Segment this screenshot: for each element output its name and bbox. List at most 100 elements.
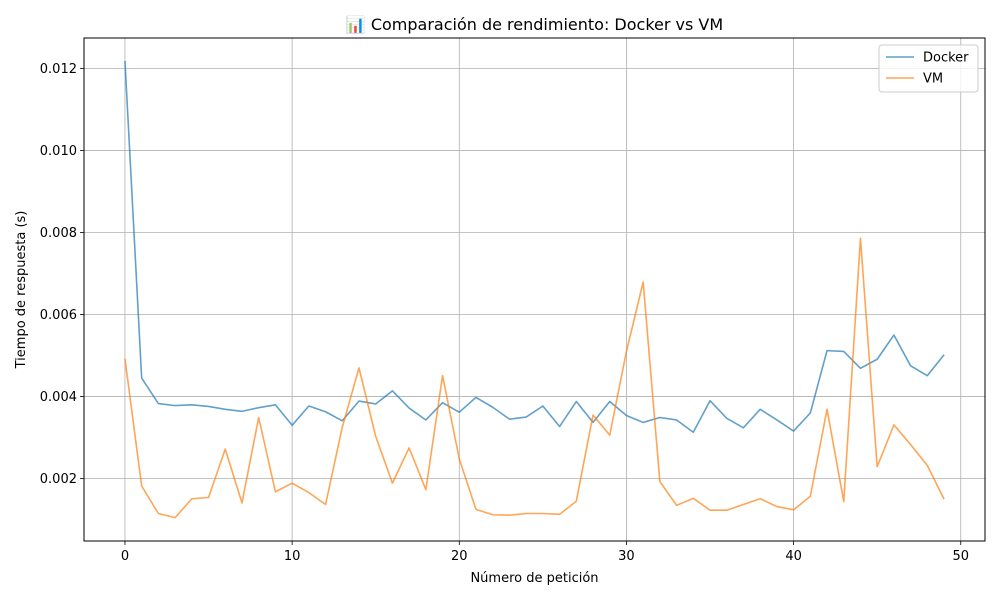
- data-point-vm: [241, 502, 243, 504]
- data-point-vm: [876, 466, 878, 468]
- data-point-docker: [709, 400, 711, 402]
- y-tick-label: 0.010: [40, 144, 77, 159]
- data-point-docker: [893, 334, 895, 336]
- data-point-vm: [442, 375, 444, 377]
- data-point-docker: [676, 419, 678, 421]
- data-point-docker: [308, 405, 310, 407]
- data-point-vm: [575, 500, 577, 502]
- data-point-docker: [542, 405, 544, 407]
- data-point-vm: [726, 509, 728, 511]
- y-tick-label: 0.012: [40, 62, 77, 77]
- data-point-docker: [659, 417, 661, 419]
- data-point-vm: [492, 514, 494, 516]
- data-point-vm: [291, 482, 293, 484]
- plot-frame: [83, 37, 986, 542]
- legend: Docker VM: [878, 44, 979, 93]
- legend-label-vm: VM: [923, 72, 943, 87]
- data-point-vm: [659, 481, 661, 483]
- x-tick-label: 40: [785, 549, 802, 564]
- x-tick-label: 50: [952, 549, 969, 564]
- data-point-vm: [642, 281, 644, 283]
- data-point-vm: [509, 514, 511, 516]
- data-point-docker: [208, 406, 210, 408]
- data-point-docker: [609, 401, 611, 403]
- data-point-docker: [810, 412, 812, 414]
- data-point-docker: [943, 354, 945, 356]
- data-point-docker: [241, 411, 243, 413]
- data-point-docker: [693, 431, 695, 433]
- data-point-vm: [341, 427, 343, 429]
- data-point-vm: [843, 501, 845, 503]
- series-layer: [124, 60, 945, 519]
- data-point-vm: [776, 506, 778, 508]
- data-point-vm: [910, 444, 912, 446]
- data-point-docker: [860, 367, 862, 369]
- data-point-docker: [291, 425, 293, 427]
- data-point-vm: [927, 465, 929, 467]
- data-point-vm: [943, 498, 945, 500]
- data-point-vm: [475, 509, 477, 511]
- data-point-vm: [425, 489, 427, 491]
- series-line-docker: [124, 60, 945, 434]
- data-point-vm: [743, 504, 745, 506]
- data-point-docker: [392, 390, 394, 392]
- data-point-vm: [325, 504, 327, 506]
- y-tick-label: 0.004: [40, 390, 77, 405]
- data-point-docker: [124, 60, 126, 62]
- data-point-docker: [509, 418, 511, 420]
- data-point-docker: [559, 426, 561, 428]
- data-point-docker: [492, 406, 494, 408]
- tick-layer: 0 10 20 30 40 50 0.002 0.004 0.006 0.008 0.010 0.01…: [40, 62, 969, 564]
- data-point-vm: [358, 367, 360, 369]
- data-point-docker: [626, 415, 628, 417]
- series-line-vm: [124, 237, 945, 519]
- data-point-vm: [592, 414, 594, 416]
- data-point-docker: [375, 403, 377, 405]
- data-point-vm: [609, 434, 611, 436]
- data-point-vm: [224, 448, 226, 450]
- data-point-vm: [275, 491, 277, 493]
- data-point-vm: [542, 513, 544, 515]
- data-point-vm: [759, 498, 761, 500]
- data-point-docker: [575, 401, 577, 403]
- data-point-vm: [676, 505, 678, 507]
- data-point-vm: [709, 509, 711, 511]
- data-point-docker: [224, 409, 226, 411]
- y-axis-label: Tiempo de respuesta (s): [14, 211, 29, 370]
- x-tick-label: 10: [284, 549, 301, 564]
- data-point-vm: [375, 436, 377, 438]
- y-tick-label: 0.008: [40, 226, 77, 241]
- data-point-vm: [141, 485, 143, 487]
- data-point-docker: [776, 419, 778, 421]
- x-axis-label: Número de petición: [470, 571, 598, 586]
- x-tick-label: 30: [618, 549, 635, 564]
- data-point-vm: [810, 495, 812, 497]
- data-point-docker: [927, 375, 929, 377]
- y-tick-label: 0.006: [40, 308, 77, 323]
- data-point-docker: [826, 350, 828, 352]
- data-point-vm: [191, 498, 193, 500]
- data-point-docker: [158, 403, 160, 405]
- data-point-vm: [124, 358, 126, 360]
- data-point-docker: [793, 430, 795, 432]
- data-point-vm: [893, 424, 895, 426]
- data-point-vm: [408, 447, 410, 449]
- data-point-docker: [910, 365, 912, 367]
- data-point-docker: [726, 418, 728, 420]
- data-point-docker: [475, 397, 477, 399]
- data-point-docker: [425, 419, 427, 421]
- x-tick-label: 0: [121, 549, 129, 564]
- data-point-vm: [525, 513, 527, 515]
- data-point-vm: [860, 237, 862, 239]
- data-point-docker: [843, 351, 845, 353]
- x-tick-label: 20: [451, 549, 468, 564]
- data-point-docker: [141, 377, 143, 379]
- data-point-vm: [693, 498, 695, 500]
- data-point-vm: [208, 497, 210, 499]
- data-point-vm: [793, 509, 795, 511]
- legend-label-docker: Docker: [923, 51, 969, 66]
- data-point-vm: [626, 351, 628, 353]
- data-point-vm: [559, 514, 561, 516]
